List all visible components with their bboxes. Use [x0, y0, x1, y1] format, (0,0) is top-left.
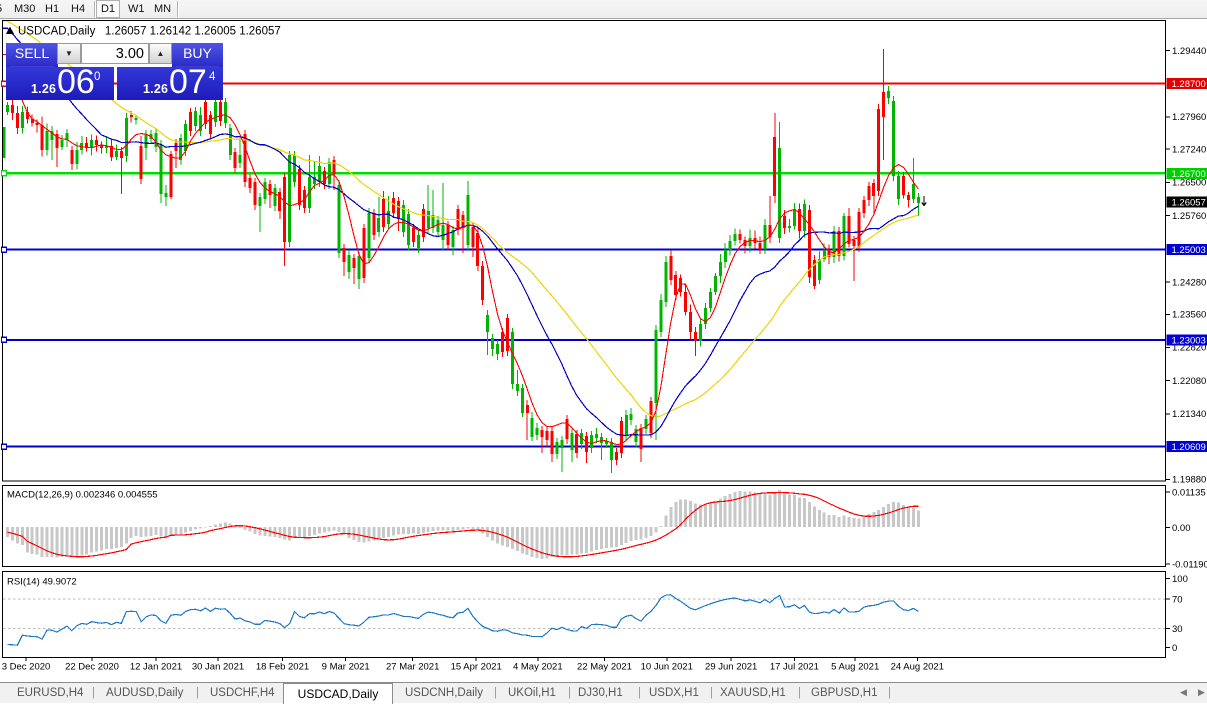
svg-text:30 Jan 2021: 30 Jan 2021: [192, 662, 244, 673]
svg-text:0: 0: [1172, 643, 1177, 654]
svg-text:0.00: 0.00: [1172, 523, 1191, 534]
svg-text:12 Jan 2021: 12 Jan 2021: [130, 662, 182, 673]
svg-text:1.25003: 1.25003: [1172, 245, 1206, 256]
svg-text:1.26700: 1.26700: [1172, 169, 1206, 180]
svg-text:0.01135: 0.01135: [1172, 487, 1206, 498]
svg-text:-0.01190: -0.01190: [1172, 559, 1207, 570]
svg-text:1.27240: 1.27240: [1172, 145, 1206, 156]
svg-text:1.28700: 1.28700: [1172, 79, 1206, 90]
svg-text:MACD(12,26,9) 0.002346 0.00455: MACD(12,26,9) 0.002346 0.004555: [7, 490, 158, 501]
svg-text:1.23003: 1.23003: [1172, 335, 1206, 346]
svg-text:29 Jun 2021: 29 Jun 2021: [705, 662, 757, 673]
svg-text:100: 100: [1172, 574, 1188, 585]
svg-text:1.24280: 1.24280: [1172, 277, 1206, 288]
svg-text:24 Aug 2021: 24 Aug 2021: [891, 662, 944, 673]
svg-text:18 Feb 2021: 18 Feb 2021: [256, 662, 309, 673]
svg-text:70: 70: [1172, 594, 1183, 605]
svg-text:RSI(14) 49.9072: RSI(14) 49.9072: [7, 577, 77, 588]
svg-text:9 Mar 2021: 9 Mar 2021: [322, 662, 370, 673]
svg-text:5 Aug 2021: 5 Aug 2021: [831, 662, 879, 673]
svg-text:1.25760: 1.25760: [1172, 211, 1206, 222]
svg-text:1.20609: 1.20609: [1172, 442, 1206, 453]
svg-text:3 Dec 2020: 3 Dec 2020: [2, 662, 51, 673]
svg-text:1.26057: 1.26057: [1172, 198, 1206, 209]
svg-text:15 Apr 2021: 15 Apr 2021: [451, 662, 502, 673]
svg-text:1.23560: 1.23560: [1172, 310, 1206, 321]
svg-text:22 May 2021: 22 May 2021: [577, 662, 632, 673]
svg-text:1.21340: 1.21340: [1172, 409, 1206, 420]
svg-text:1.29440: 1.29440: [1172, 46, 1206, 57]
svg-text:4 May 2021: 4 May 2021: [513, 662, 563, 673]
svg-text:17 Jul 2021: 17 Jul 2021: [770, 662, 819, 673]
svg-text:1.27960: 1.27960: [1172, 112, 1206, 123]
svg-text:10 Jun 2021: 10 Jun 2021: [641, 662, 693, 673]
svg-text:27 Mar 2021: 27 Mar 2021: [386, 662, 439, 673]
svg-text:1.19880: 1.19880: [1172, 475, 1206, 486]
svg-text:30: 30: [1172, 624, 1183, 635]
svg-text:USDCAD,Daily 1.26057 1.26142: USDCAD,Daily 1.26057 1.26142 1.26005 1.2…: [18, 26, 281, 38]
svg-text:22 Dec 2020: 22 Dec 2020: [65, 662, 119, 673]
svg-text:1.22080: 1.22080: [1172, 376, 1206, 387]
